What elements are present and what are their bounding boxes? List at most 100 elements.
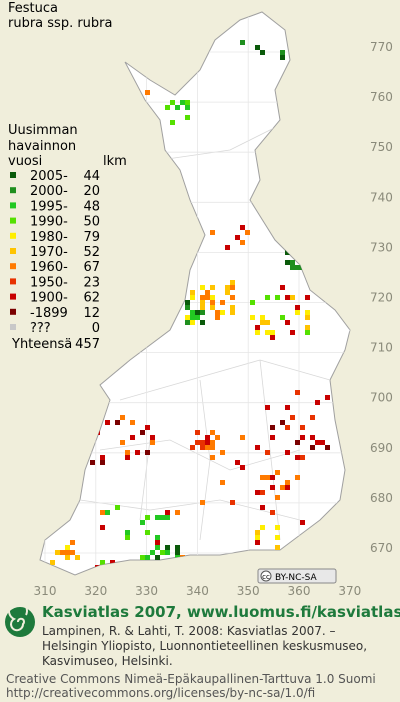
y-tick-label: 770 xyxy=(370,40,393,54)
occurrence-square xyxy=(130,560,135,565)
occurrence-square xyxy=(125,530,130,535)
legend-swatch xyxy=(10,324,16,330)
occurrence-square xyxy=(215,315,220,320)
occurrence-square xyxy=(165,515,170,520)
occurrence-square xyxy=(270,425,275,430)
legend-label: 1950- xyxy=(30,275,68,290)
occurrence-square xyxy=(250,315,255,320)
x-tick-label: 360 xyxy=(288,584,311,598)
x-tick-label: 370 xyxy=(338,584,361,598)
occurrence-square xyxy=(270,335,275,340)
occurrence-square xyxy=(285,320,290,325)
occurrence-square xyxy=(160,560,165,565)
total-count: 457 xyxy=(75,337,100,352)
total-label: Yhteensä xyxy=(11,337,72,352)
x-tick-label: 340 xyxy=(186,584,209,598)
occurrence-square xyxy=(145,565,150,570)
occurrence-square xyxy=(160,550,165,555)
x-tick-label: 320 xyxy=(84,584,107,598)
occurrence-square xyxy=(235,460,240,465)
occurrence-square xyxy=(240,40,245,45)
occurrence-square xyxy=(295,265,300,270)
occurrence-square xyxy=(290,295,295,300)
occurrence-square xyxy=(295,440,300,445)
occurrence-square xyxy=(205,435,210,440)
occurrence-square xyxy=(170,565,175,570)
occurrence-square xyxy=(190,315,195,320)
occurrence-square xyxy=(305,325,310,330)
occurrence-square xyxy=(100,560,105,565)
occurrence-square xyxy=(300,435,305,440)
occurrence-square xyxy=(335,395,340,400)
occurrence-square xyxy=(290,260,295,265)
occurrence-square xyxy=(140,565,145,570)
legend-label: 1970- xyxy=(30,245,68,260)
occurrence-square xyxy=(190,310,195,315)
occurrence-square xyxy=(55,550,60,555)
occurrence-square xyxy=(195,440,200,445)
occurrence-square xyxy=(255,530,260,535)
x-tick-label: 310 xyxy=(34,584,57,598)
occurrence-square xyxy=(145,575,150,580)
occurrence-square xyxy=(140,430,145,435)
occurrence-square xyxy=(255,325,260,330)
occurrence-square xyxy=(150,575,155,580)
occurrence-square xyxy=(105,510,110,515)
occurrence-square xyxy=(220,480,225,485)
occurrence-square xyxy=(275,550,280,555)
occurrence-square xyxy=(75,555,80,560)
legend-count: 20 xyxy=(83,184,100,199)
footer-heading: Kasviatlas 2007, www.luomus.fi/kasviatla… xyxy=(42,603,400,621)
occurrence-square xyxy=(115,565,120,570)
legend-label: ??? xyxy=(30,321,51,336)
occurrence-square xyxy=(200,305,205,310)
occurrence-square xyxy=(300,455,305,460)
occurrence-square xyxy=(265,330,270,335)
occurrence-square xyxy=(120,415,125,420)
legend-swatch xyxy=(10,172,16,178)
legend-count: 50 xyxy=(83,215,100,230)
occurrence-square xyxy=(95,575,100,580)
legend-swatch xyxy=(10,293,16,300)
occurrence-square xyxy=(220,300,225,305)
occurrence-square xyxy=(170,565,175,570)
occurrence-square xyxy=(145,425,150,430)
occurrence-square xyxy=(225,290,230,295)
y-tick-label: 680 xyxy=(370,491,393,505)
occurrence-square xyxy=(305,315,310,320)
occurrence-square xyxy=(290,265,295,270)
occurrence-square xyxy=(180,565,185,570)
occurrence-square xyxy=(260,320,265,325)
legend-swatch xyxy=(10,263,16,270)
occurrence-square xyxy=(185,315,190,320)
occurrence-square xyxy=(165,565,170,570)
occurrence-square xyxy=(160,515,165,520)
occurrence-square xyxy=(285,295,290,300)
occurrence-square xyxy=(280,55,285,60)
occurrence-squares xyxy=(50,40,340,580)
title: Festuca xyxy=(8,1,58,16)
occurrence-square xyxy=(290,330,295,335)
occurrence-square xyxy=(155,555,160,560)
occurrence-square xyxy=(190,445,195,450)
y-tick-label: 730 xyxy=(370,240,393,254)
legend-swatch xyxy=(10,187,16,194)
logo xyxy=(5,600,35,637)
occurrence-square xyxy=(90,460,95,465)
occurrence-square xyxy=(210,305,215,310)
occurrence-square xyxy=(280,420,285,425)
occurrence-square xyxy=(165,510,170,515)
occurrence-square xyxy=(225,245,230,250)
occurrence-square xyxy=(225,285,230,290)
occurrence-square xyxy=(210,445,215,450)
license: Creative Commons Nimeä-Epäkaupallinen-Ta… xyxy=(6,672,376,686)
legend-count: 44 xyxy=(83,169,100,184)
occurrence-square xyxy=(180,560,185,565)
occurrence-square xyxy=(290,415,295,420)
y-tick-label: 720 xyxy=(370,291,393,305)
legend-swatch xyxy=(10,232,16,239)
occurrence-square xyxy=(230,305,235,310)
legend-swatch xyxy=(10,278,16,285)
occurrence-square xyxy=(215,435,220,440)
